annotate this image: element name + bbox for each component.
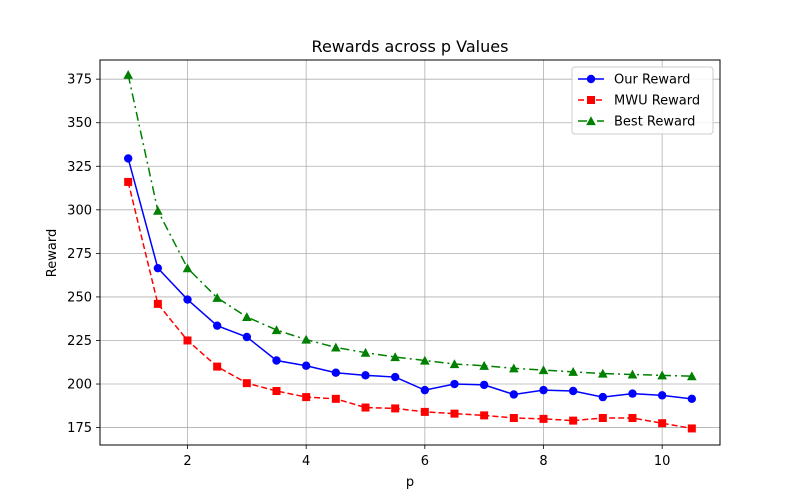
data-point-our-reward [539, 385, 548, 395]
data-point-best-reward [271, 325, 282, 335]
data-point-best-reward [390, 352, 400, 362]
data-point-best-reward [331, 342, 341, 352]
series-line-best-reward [127, 74, 692, 377]
data-point-best-reward [301, 334, 311, 344]
series-our-reward [123, 154, 697, 404]
data-point-best-reward [538, 365, 549, 375]
y-tick-label: 200 [67, 378, 92, 393]
data-point-mwu-reward [628, 413, 637, 422]
data-point-mwu-reward [213, 362, 222, 371]
data-point-best-reward [360, 347, 371, 357]
data-point-mwu-reward [658, 419, 667, 428]
y-tick-label: 300 [67, 203, 92, 218]
data-point-best-reward [509, 363, 519, 373]
y-axis-label: Reward [45, 229, 60, 277]
chart-title: Rewards across p Values [312, 37, 509, 56]
data-point-mwu-reward [509, 413, 518, 422]
data-point-our-reward [450, 379, 459, 389]
legend-box [571, 66, 714, 135]
data-point-our-reward [657, 391, 667, 400]
data-point-mwu-reward [331, 394, 340, 403]
data-point-our-reward [153, 263, 163, 273]
series-best-reward [123, 70, 697, 381]
data-point-mwu-reward [687, 424, 696, 433]
y-tick-label: 275 [67, 247, 92, 262]
legend-marker-our-reward [586, 74, 596, 84]
data-point-best-reward [449, 359, 460, 369]
y-tick-label: 325 [67, 160, 92, 175]
data-point-mwu-reward [153, 299, 162, 308]
data-point-our-reward [331, 368, 341, 377]
x-tick-label: 8 [539, 454, 547, 469]
legend-marker-mwu-reward [587, 96, 595, 104]
data-point-our-reward [212, 321, 222, 330]
data-point-mwu-reward [420, 407, 429, 416]
legend: Our Reward MWU Reward Best Reward [571, 66, 714, 135]
legend-label-our-reward: Our Reward [614, 73, 690, 88]
data-point-our-reward [361, 371, 370, 380]
data-point-our-reward [479, 380, 489, 390]
data-point-mwu-reward [272, 386, 281, 395]
data-point-our-reward [123, 154, 133, 163]
data-point-our-reward [687, 394, 697, 404]
series-line-mwu-reward [127, 181, 692, 430]
data-point-mwu-reward [302, 393, 311, 402]
legend-label-mwu-reward: MWU Reward [614, 94, 700, 109]
data-point-best-reward [242, 312, 252, 322]
data-point-best-reward [420, 355, 430, 365]
y-tick-label: 250 [67, 290, 92, 305]
data-point-mwu-reward [183, 336, 192, 345]
legend-label-best-reward: Best Reward [614, 115, 695, 130]
data-point-mwu-reward [391, 404, 400, 413]
series-line-our-reward [127, 158, 692, 400]
data-point-best-reward [598, 368, 608, 378]
data-point-best-reward [627, 369, 638, 379]
data-point-our-reward [390, 372, 400, 382]
data-point-our-reward [598, 392, 608, 402]
data-point-mwu-reward [124, 177, 133, 186]
series-mwu-reward [124, 177, 696, 433]
data-point-our-reward [509, 390, 519, 399]
data-point-our-reward [242, 332, 252, 342]
data-point-best-reward [568, 367, 578, 376]
data-point-mwu-reward [361, 403, 370, 412]
tick-layer: 2 4 6 8 10 175 200 225 250 275 300 325 350 375 [67, 73, 670, 469]
series-layer [123, 70, 697, 433]
legend-marker-best-reward [586, 116, 596, 126]
y-tick-label: 175 [67, 421, 92, 436]
data-point-best-reward [153, 205, 163, 215]
data-point-best-reward [479, 360, 489, 370]
data-point-mwu-reward [569, 416, 578, 425]
data-point-our-reward [568, 386, 578, 396]
data-point-mwu-reward [480, 411, 489, 420]
y-tick-label: 350 [67, 116, 92, 131]
data-point-our-reward [628, 389, 637, 398]
data-point-best-reward [123, 70, 133, 79]
x-tick-label: 6 [421, 454, 429, 469]
data-point-our-reward [183, 295, 192, 304]
data-point-best-reward [687, 371, 697, 381]
data-point-our-reward [420, 385, 430, 395]
y-tick-label: 225 [67, 334, 92, 349]
x-axis-label: p [406, 475, 414, 490]
data-point-our-reward [272, 356, 281, 365]
data-point-mwu-reward [242, 379, 251, 388]
data-point-best-reward [212, 292, 222, 302]
y-tick-label: 375 [67, 73, 92, 88]
data-point-mwu-reward [450, 409, 459, 418]
plot-frame [99, 59, 721, 446]
data-point-mwu-reward [598, 413, 607, 422]
data-point-best-reward [657, 370, 667, 380]
x-tick-label: 2 [183, 454, 191, 469]
grid-layer [100, 60, 720, 445]
x-tick-label: 4 [302, 454, 310, 469]
x-tick-label: 10 [654, 454, 671, 469]
data-point-mwu-reward [539, 414, 548, 423]
data-point-our-reward [301, 361, 311, 370]
data-point-best-reward [182, 263, 193, 273]
